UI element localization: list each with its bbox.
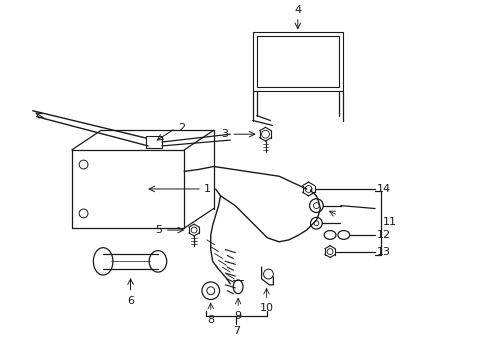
Text: 2: 2 <box>178 123 185 133</box>
Bar <box>256 36 338 87</box>
Text: 14: 14 <box>376 184 390 194</box>
Text: 10: 10 <box>259 303 273 314</box>
Text: 13: 13 <box>376 247 390 257</box>
Text: 8: 8 <box>207 315 214 325</box>
Text: 3: 3 <box>221 129 228 139</box>
Text: 9: 9 <box>234 311 241 321</box>
Text: 12: 12 <box>376 230 390 240</box>
Text: 11: 11 <box>382 217 396 227</box>
Text: 4: 4 <box>294 5 301 15</box>
Text: 1: 1 <box>203 184 210 194</box>
Text: 6: 6 <box>127 296 134 306</box>
Text: 5: 5 <box>155 225 162 235</box>
Text: 7: 7 <box>232 326 239 336</box>
Bar <box>252 32 342 91</box>
